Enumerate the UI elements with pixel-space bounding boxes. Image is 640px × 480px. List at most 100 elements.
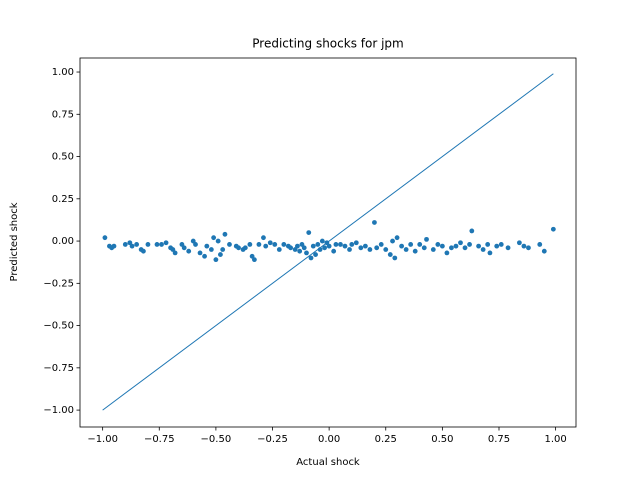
point xyxy=(281,242,287,247)
point xyxy=(313,252,318,257)
y-tick-label: 0.00 xyxy=(52,236,74,247)
point xyxy=(435,242,441,247)
x-tick-label: −0.75 xyxy=(144,434,175,445)
point xyxy=(288,245,294,251)
point xyxy=(272,242,278,247)
point xyxy=(145,242,151,247)
point xyxy=(412,248,418,254)
x-tick-label: −0.50 xyxy=(201,434,232,445)
chart-title: Predicting shocks for jpm xyxy=(252,37,403,51)
point xyxy=(421,245,427,251)
point xyxy=(141,248,146,254)
y-tick-label: −0.50 xyxy=(43,321,74,332)
point xyxy=(213,257,219,263)
point xyxy=(362,243,368,249)
point xyxy=(208,247,214,252)
point xyxy=(322,245,328,251)
point xyxy=(338,242,343,247)
point xyxy=(193,242,198,247)
x-tick-label: 1.00 xyxy=(544,434,566,445)
x-tick-label: −0.25 xyxy=(257,434,288,445)
point xyxy=(190,238,196,244)
y-tick-label: 1.00 xyxy=(52,67,74,78)
point xyxy=(129,243,135,249)
point xyxy=(331,248,337,254)
point xyxy=(227,242,232,247)
x-tick-label: 0.75 xyxy=(488,434,510,445)
point xyxy=(315,242,321,247)
line xyxy=(102,73,554,411)
point xyxy=(347,247,352,252)
point xyxy=(236,245,241,251)
x-axis-label: Actual shock xyxy=(296,457,360,468)
point xyxy=(342,243,348,249)
y-axis-label: Predicted shock xyxy=(9,202,20,281)
point xyxy=(301,245,307,251)
point xyxy=(304,250,309,256)
x-tick-label: 0.00 xyxy=(318,434,340,445)
point xyxy=(297,248,303,254)
point xyxy=(430,247,436,252)
point xyxy=(469,228,475,234)
point xyxy=(394,235,400,241)
x-tick-label: 0.25 xyxy=(375,434,397,445)
point xyxy=(220,247,226,252)
point xyxy=(181,245,187,251)
y-tick-label: −1.00 xyxy=(43,405,74,416)
point xyxy=(521,243,527,249)
point xyxy=(550,226,556,232)
point xyxy=(222,231,228,237)
point xyxy=(424,236,429,242)
point xyxy=(122,242,128,247)
point xyxy=(462,245,468,251)
y-tick-label: 0.25 xyxy=(52,194,74,205)
point xyxy=(349,242,355,247)
point xyxy=(378,242,384,247)
point xyxy=(111,243,117,249)
point xyxy=(263,243,269,249)
y-tick-label: 0.50 xyxy=(52,152,74,163)
point xyxy=(333,242,339,247)
point xyxy=(319,238,325,244)
point xyxy=(127,240,133,246)
point xyxy=(202,253,207,259)
point xyxy=(541,248,547,254)
point xyxy=(163,240,169,246)
point xyxy=(449,245,454,251)
point xyxy=(249,253,255,259)
point xyxy=(383,247,389,252)
y-tick-label: −0.75 xyxy=(43,363,74,374)
point xyxy=(211,235,217,241)
point xyxy=(467,242,472,247)
point xyxy=(439,243,445,249)
point xyxy=(367,247,373,252)
point xyxy=(390,238,395,244)
point xyxy=(102,235,108,241)
point xyxy=(403,247,409,252)
point xyxy=(306,230,312,236)
point xyxy=(242,245,248,251)
point xyxy=(476,243,482,249)
point xyxy=(392,255,398,261)
y-tick-label: −0.25 xyxy=(43,278,74,289)
point xyxy=(387,252,393,257)
point xyxy=(516,240,522,246)
point xyxy=(326,243,332,249)
point xyxy=(261,235,266,241)
point xyxy=(295,243,300,249)
point xyxy=(170,247,176,252)
point xyxy=(256,242,262,247)
point xyxy=(154,242,160,247)
point xyxy=(453,243,459,249)
point xyxy=(358,245,364,251)
point xyxy=(218,252,223,257)
point xyxy=(480,247,486,252)
point xyxy=(417,242,423,247)
point xyxy=(505,245,511,251)
point xyxy=(197,250,203,256)
point xyxy=(215,238,221,244)
point xyxy=(172,250,178,256)
point xyxy=(408,242,414,247)
point xyxy=(186,248,192,254)
